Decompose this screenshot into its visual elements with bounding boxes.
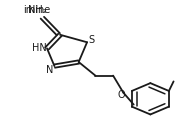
Text: HN: HN — [32, 43, 47, 53]
Text: S: S — [89, 34, 95, 44]
Text: imine: imine — [23, 5, 50, 15]
Text: N: N — [46, 64, 53, 75]
Text: O: O — [118, 90, 125, 100]
Text: NH₂: NH₂ — [28, 5, 47, 15]
